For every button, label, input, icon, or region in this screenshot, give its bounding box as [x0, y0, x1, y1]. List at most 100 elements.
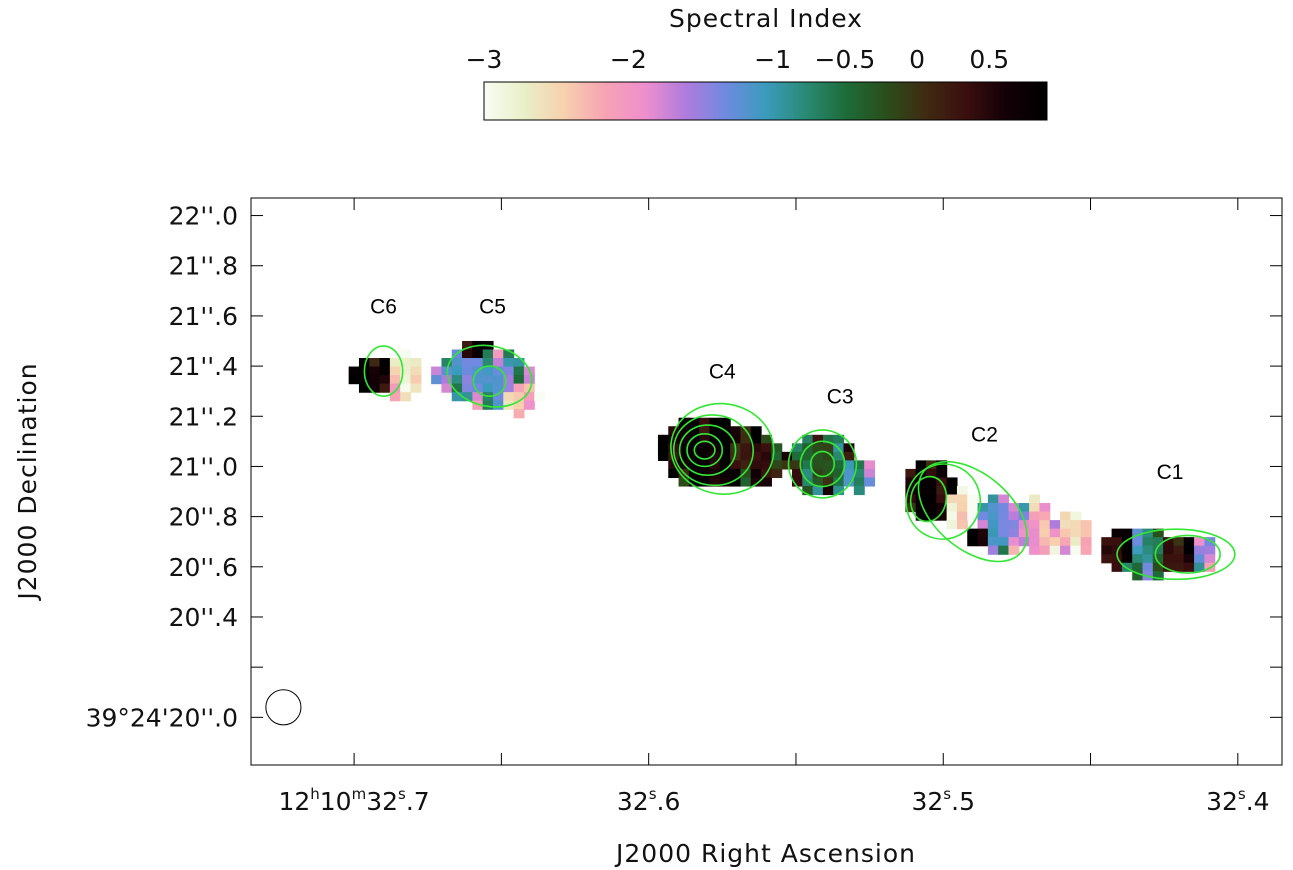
map-pixel	[709, 468, 721, 479]
map-pixel	[905, 485, 917, 496]
map-pixel	[709, 460, 721, 470]
contour	[672, 414, 755, 487]
map-pixel	[926, 477, 937, 487]
map-pixel	[678, 443, 690, 453]
map-pixel	[441, 383, 453, 393]
map-pixel	[853, 460, 865, 470]
map-pixel	[998, 545, 1010, 555]
map-pixel	[472, 375, 484, 385]
map-pixel	[1008, 537, 1020, 547]
map-pixel	[1183, 537, 1195, 547]
map-pixel	[492, 366, 504, 376]
map-pixel	[1018, 537, 1030, 547]
contour	[799, 440, 846, 488]
map-pixel	[915, 494, 927, 504]
axis-ticks	[251, 198, 1282, 765]
map-pixel	[936, 468, 948, 479]
map-pixel	[513, 392, 525, 402]
map-pixel	[699, 434, 711, 444]
map-pixel	[1132, 537, 1144, 547]
map-pixel	[761, 434, 772, 444]
map-pixel	[998, 520, 1010, 530]
map-pixel	[977, 520, 989, 530]
map-pixel	[709, 477, 721, 487]
map-pixel	[503, 366, 515, 376]
map-pixel	[462, 349, 473, 359]
map-pixel	[998, 537, 1010, 547]
map-pixel	[719, 417, 731, 427]
map-pixel	[740, 434, 752, 444]
beam-circle	[265, 689, 302, 726]
map-pixel	[400, 392, 412, 402]
map-pixel	[926, 494, 937, 504]
map-pixel	[1142, 545, 1154, 555]
map-pixel	[1152, 537, 1164, 547]
map-pixel	[1080, 545, 1092, 555]
map-pixel	[719, 477, 731, 487]
map-pixel	[1194, 554, 1205, 564]
map-pixel	[781, 451, 793, 461]
map-pixel	[1049, 545, 1061, 555]
map-pixel	[926, 468, 937, 479]
map-pixel	[812, 460, 824, 470]
map-pixel	[977, 528, 989, 538]
map-pixel	[513, 409, 525, 419]
map-pixel	[977, 537, 989, 547]
map-pixel	[369, 358, 381, 368]
y-tick-label: 21''.0	[169, 452, 238, 481]
y-tick-label: 21''.4	[169, 352, 238, 381]
map-pixel	[833, 477, 845, 487]
map-pixel	[853, 468, 865, 479]
map-pixel	[1111, 562, 1123, 572]
map-pixel	[977, 511, 989, 521]
map-pixel	[936, 503, 948, 513]
map-pixel	[688, 460, 700, 470]
map-pixel	[1183, 545, 1195, 555]
map-pixel	[822, 434, 834, 444]
map-pixel	[1080, 520, 1092, 530]
map-pixel	[1183, 562, 1195, 572]
map-pixel	[1121, 537, 1133, 547]
map-pixel	[967, 528, 979, 538]
map-pixel	[657, 451, 669, 461]
map-pixel	[451, 392, 463, 402]
map-pixel	[678, 426, 690, 436]
x-tick-label: 32s.4	[1206, 785, 1270, 816]
contour	[787, 429, 858, 499]
map-pixel	[730, 477, 742, 487]
map-pixel	[410, 375, 422, 385]
y-tick-label: 21''.8	[169, 252, 238, 281]
map-pixel	[740, 468, 752, 479]
map-pixel	[967, 537, 979, 547]
map-pixel	[843, 451, 855, 461]
map-pixel	[1049, 537, 1061, 547]
map-pixel	[1070, 528, 1082, 538]
map-pixel	[482, 358, 494, 368]
map-pixel	[750, 477, 762, 487]
map-pixel	[802, 485, 814, 496]
map-pixel	[400, 366, 412, 376]
map-pixel	[688, 477, 700, 487]
map-pixel	[503, 383, 515, 393]
colorbar-tick-label: 0	[909, 45, 925, 74]
map-pixel	[699, 468, 711, 479]
map-pixel	[1029, 511, 1041, 521]
map-pixel	[740, 443, 752, 453]
y-tick-label: 22''.0	[169, 202, 238, 231]
flux-contours	[363, 344, 1236, 581]
map-pixel	[1008, 520, 1020, 530]
map-pixel	[482, 366, 494, 376]
map-pixel	[956, 503, 968, 513]
map-pixel	[761, 460, 772, 470]
y-axis-label: J2000 Declination	[13, 362, 42, 601]
map-pixel	[369, 366, 381, 376]
map-pixel	[1029, 520, 1041, 530]
map-pixel	[400, 358, 412, 368]
component-label-c6: C6	[370, 295, 397, 318]
colorbar-tick-labels: −3 −2 −1 −0.5 0 0.5	[466, 45, 1010, 74]
map-pixel	[771, 468, 783, 479]
map-pixel	[410, 358, 422, 368]
map-pixel	[1018, 511, 1030, 521]
map-pixel	[668, 460, 680, 470]
map-pixel	[1029, 537, 1041, 547]
